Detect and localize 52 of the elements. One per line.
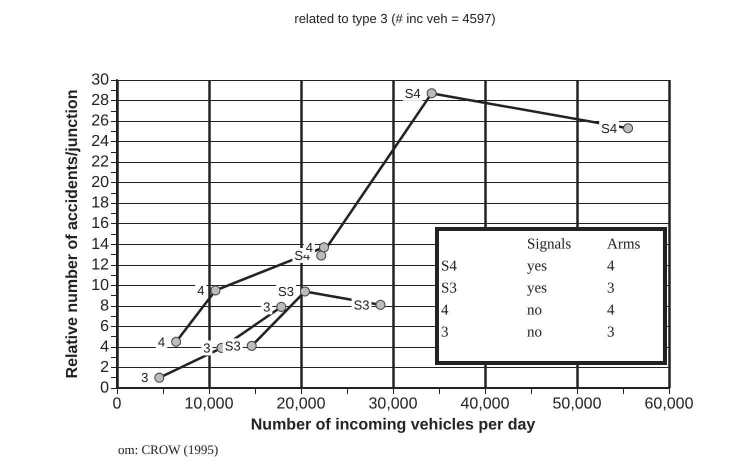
y-tick-label: 24 (91, 133, 110, 150)
y-tick-label: 2 (100, 358, 110, 376)
y-tick-label: 20 (91, 174, 110, 192)
series-label: S3 (354, 297, 370, 312)
y-tick-label: 30 (91, 72, 110, 88)
x-axis-title: Number of incoming vehicles per day (250, 416, 536, 434)
text: 3 (607, 324, 614, 340)
y-tick-label: 28 (91, 92, 110, 110)
series-label: S4 (601, 120, 618, 136)
text: 4 (441, 302, 448, 318)
annotation: 3 (141, 370, 148, 386)
annotation: 4 (607, 258, 615, 274)
x-tick-label: 50,000 (552, 396, 602, 412)
chart-title: related to type 3 (# inc veh = 4597) (294, 11, 496, 26)
annotation: yes (527, 280, 548, 296)
y-tick-label: 8 (100, 297, 110, 314)
annotation: Signals (527, 236, 572, 252)
x-tick-label: 40,000 (460, 396, 510, 412)
annotation: Arms (607, 236, 640, 252)
y-tick-label: 4 (100, 338, 110, 356)
annotation: 4 (158, 334, 166, 350)
y-tick-label: 22 (91, 154, 110, 171)
series-label: 4 (306, 240, 313, 255)
y-tick-label: 6 (100, 318, 110, 335)
x-tick-label: 0 (112, 396, 122, 412)
text: S4 (404, 86, 421, 101)
series-label: 3 (263, 299, 270, 314)
y-tick-label: 26 (91, 112, 110, 130)
annotation: 3 (607, 280, 614, 296)
annotation: 4 (197, 282, 204, 298)
annotation: S4 (441, 258, 458, 274)
annotation: S3 (441, 280, 457, 296)
y-tick-label: 14 (91, 236, 110, 253)
annotation: yes (527, 258, 548, 274)
text: 3 (441, 324, 448, 340)
x-tick-label: 10,000 (184, 396, 234, 412)
y-tick-label: 10 (91, 276, 110, 294)
text: om: CROW (1995) (118, 442, 218, 457)
text: S3 (278, 284, 294, 299)
x-tick-label: 20,000 (276, 396, 326, 412)
text: S3 (224, 338, 241, 354)
text: 4 (607, 302, 614, 318)
y-axis-title: Relative number of accidents/junction (64, 90, 81, 378)
y-tick-label: 12 (91, 256, 110, 274)
x-tick-label: 60,000 (644, 396, 694, 412)
annotation: no (527, 302, 542, 318)
y-tick-label: 18 (91, 194, 110, 212)
x-tick-label: 30,000 (368, 396, 418, 412)
annotation: no (527, 324, 542, 340)
annotation: 3 (203, 340, 211, 356)
y-tick-label: 16 (91, 215, 110, 232)
y-tick-label: 0 (100, 380, 110, 396)
